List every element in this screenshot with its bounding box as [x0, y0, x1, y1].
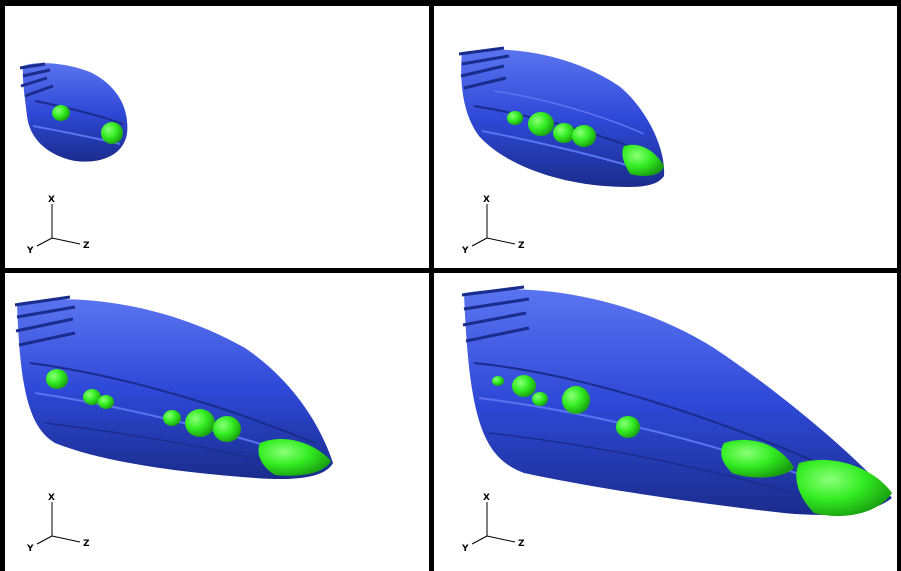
- axis-label-x: X: [483, 493, 490, 503]
- render-panel-3: X Z Y: [5, 273, 429, 571]
- render-view-4: X Z Y: [461, 285, 892, 554]
- vortex-surface: [458, 46, 665, 187]
- bubble-group: [492, 375, 892, 517]
- axis-triad: [36, 204, 81, 247]
- render-view-2: X Z Y: [458, 46, 665, 256]
- axis-label-z: Z: [518, 241, 525, 251]
- axis-triad: [36, 502, 81, 545]
- axis-label-x: X: [48, 195, 55, 205]
- vortex-surface: [19, 62, 128, 162]
- axis-label-z: Z: [83, 539, 90, 549]
- render-view-3: X Z Y: [14, 295, 333, 554]
- axis-label-y: Y: [26, 246, 34, 256]
- axis-label-y: Y: [26, 544, 34, 554]
- axis-label-x: X: [48, 493, 55, 503]
- axis-label-x: X: [483, 195, 490, 205]
- bubble-group: [507, 111, 664, 176]
- bubble-group: [46, 369, 331, 476]
- render-panel-4: X Z Y: [434, 273, 897, 571]
- axis-label-z: Z: [83, 241, 90, 251]
- bubble-group: [52, 105, 123, 144]
- render-panel-1: X Z Y: [5, 6, 429, 268]
- axis-triad: [471, 204, 516, 247]
- axis-label-y: Y: [461, 544, 469, 554]
- axis-label-y: Y: [461, 246, 469, 256]
- axis-label-z: Z: [518, 539, 525, 549]
- render-view-1: X Z Y: [19, 62, 128, 256]
- axis-triad: [471, 502, 516, 545]
- render-panel-2: X Z Y: [434, 6, 897, 268]
